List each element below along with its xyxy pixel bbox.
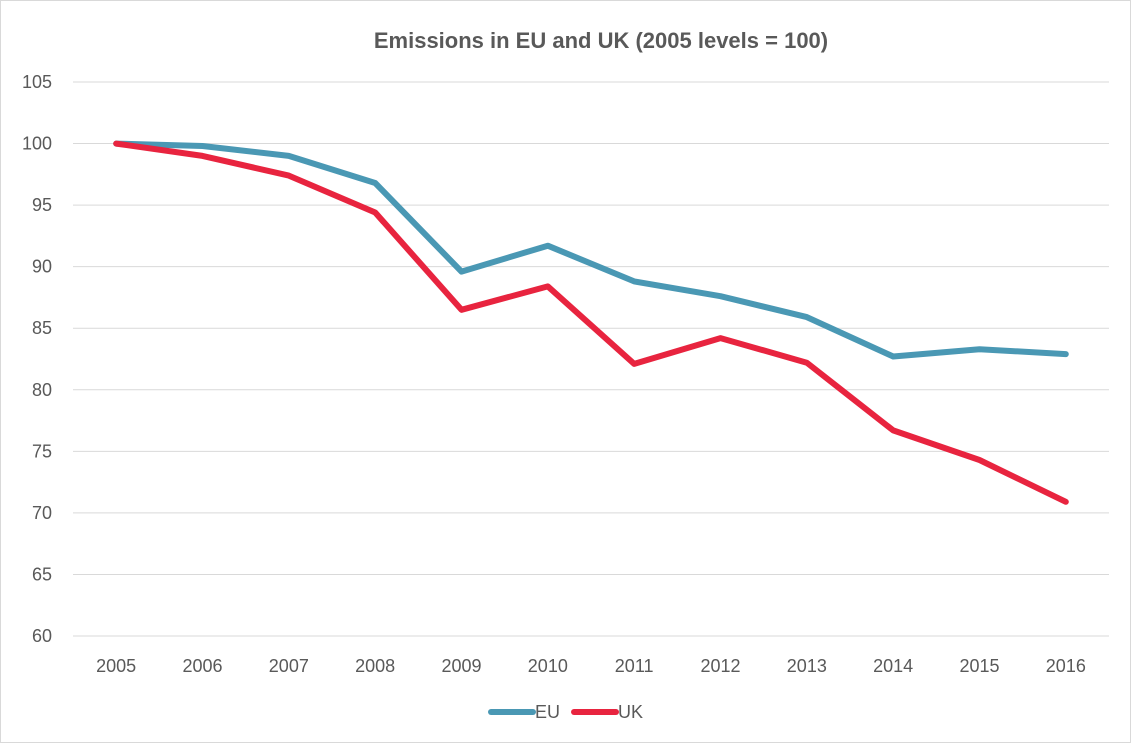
gridlines (73, 81, 1109, 637)
chart-title: Emissions in EU and UK (2005 levels = 10… (374, 28, 828, 53)
y-tick-label: 100 (22, 134, 52, 154)
series-lines (113, 140, 1069, 505)
y-axis: 60 65 70 75 80 85 90 95 100 105 (22, 72, 52, 646)
x-tick-label: 2009 (441, 656, 481, 676)
x-tick-label: 2012 (700, 656, 740, 676)
x-tick-label: 2015 (959, 656, 999, 676)
legend: EU UK (488, 702, 643, 722)
x-tick-label: 2010 (528, 656, 568, 676)
x-tick-label: 2008 (355, 656, 395, 676)
legend-label: UK (618, 702, 643, 722)
x-tick-label: 2011 (615, 656, 654, 676)
y-tick-label: 70 (32, 503, 52, 523)
x-tick-label: 2014 (873, 656, 913, 676)
y-tick-label: 85 (32, 318, 52, 338)
y-tick-label: 65 (32, 564, 52, 584)
series-line-eu (113, 140, 1069, 360)
y-tick-label: 80 (32, 380, 52, 400)
x-tick-label: 2006 (182, 656, 222, 676)
legend-item-eu: EU (488, 702, 560, 722)
x-axis: 2005 2006 2007 2008 2009 2010 2011 2012 2013 2014… (96, 656, 1086, 676)
y-tick-label: 105 (22, 72, 52, 92)
y-tick-label: 60 (32, 626, 52, 646)
y-tick-label: 90 (32, 257, 52, 277)
x-tick-label: 2013 (787, 656, 827, 676)
legend-label: EU (535, 702, 560, 722)
x-tick-label: 2007 (269, 656, 309, 676)
x-tick-label: 2016 (1046, 656, 1086, 676)
series-line-uk (113, 140, 1069, 505)
legend-item-uk: UK (571, 702, 643, 722)
x-tick-label: 2005 (96, 656, 136, 676)
y-tick-label: 75 (32, 441, 52, 461)
y-tick-label: 95 (32, 195, 52, 215)
